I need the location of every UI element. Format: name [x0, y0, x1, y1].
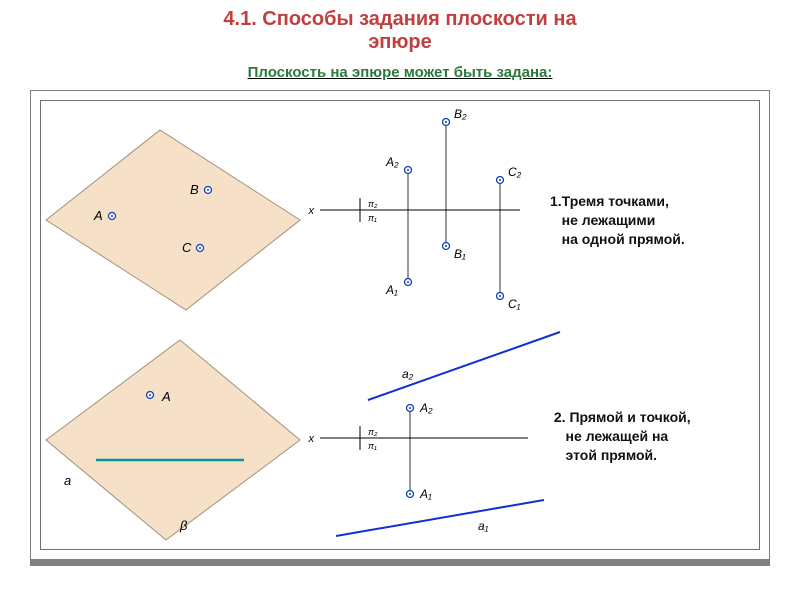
svg-text:a: a	[64, 473, 71, 488]
svg-text:C: C	[182, 240, 192, 255]
svg-text:x: x	[308, 433, 315, 445]
svg-text:β: β	[179, 518, 188, 533]
svg-text:A₁: A₁	[385, 283, 398, 297]
svg-text:A: A	[161, 389, 171, 404]
svg-text:a₂: a₂	[402, 367, 414, 381]
svg-text:C₁: C₁	[508, 297, 521, 311]
svg-text:x: x	[308, 205, 315, 217]
svg-text:A: A	[93, 208, 103, 223]
svg-text:π₂: π₂	[368, 427, 378, 437]
svg-text:A₂: A₂	[385, 155, 399, 169]
svg-text:A₁: A₁	[419, 487, 432, 501]
svg-text:a₁: a₁	[478, 519, 489, 533]
svg-text:A₂: A₂	[419, 401, 433, 415]
svg-text:π₁: π₁	[368, 441, 377, 451]
svg-text:B₁: B₁	[454, 247, 466, 261]
svg-text:π₂: π₂	[368, 199, 378, 209]
footer-bar	[30, 560, 770, 566]
svg-text:π₁: π₁	[368, 213, 377, 223]
diagram-svg: A B Cx π₂ π₁ A₂ A₁ B₂ B₁ C₂ C₁ Aa β a₂ a₁ x π₂ π₁ A₂ A₁	[0, 0, 800, 600]
svg-text:C₂: C₂	[508, 165, 522, 179]
svg-text:B₂: B₂	[454, 107, 467, 121]
svg-text:B: B	[190, 182, 199, 197]
